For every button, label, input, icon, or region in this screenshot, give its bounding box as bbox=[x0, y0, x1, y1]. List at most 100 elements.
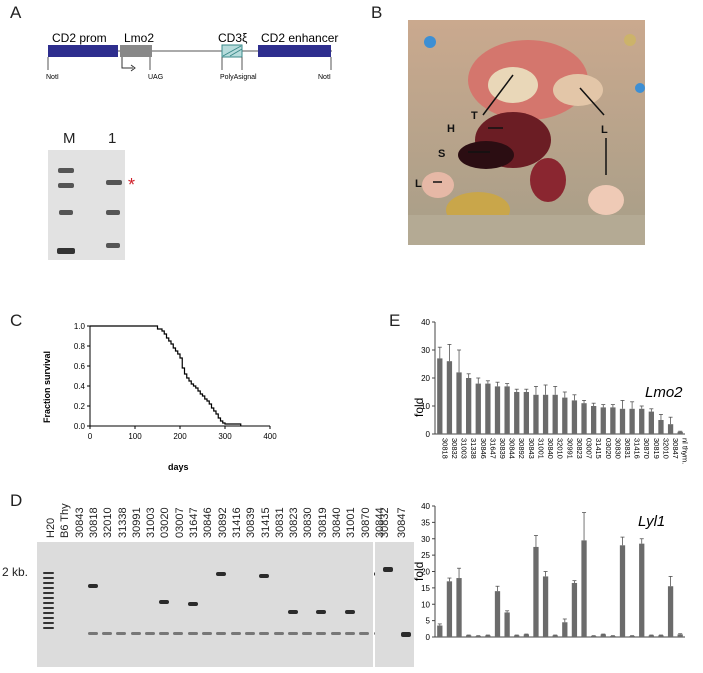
category-label: 30991 bbox=[565, 438, 574, 459]
polya-label: PolyAsignal bbox=[220, 74, 257, 81]
bar bbox=[619, 408, 626, 434]
panel-letter-b: B bbox=[371, 3, 383, 22]
bar bbox=[475, 383, 481, 434]
lyl1-bar-chart: fold Lyl1 0 5 10 15 20 25 30 35 40 bbox=[412, 502, 685, 642]
bar bbox=[571, 582, 578, 637]
y-axis-label: Fraction survival bbox=[42, 351, 52, 423]
ladder-band bbox=[43, 582, 54, 584]
ladder-band bbox=[43, 597, 54, 599]
gel-band bbox=[401, 632, 411, 637]
x-tick-label: 100 bbox=[128, 432, 142, 441]
category-label: 30844 bbox=[508, 438, 517, 459]
gel-lane-label: 30991 bbox=[130, 507, 143, 538]
category-label: 03020 bbox=[604, 438, 613, 459]
bar bbox=[466, 378, 472, 434]
gel-lane-label: 31001 bbox=[345, 507, 358, 538]
bar bbox=[523, 392, 529, 434]
y-tick-label: 30 bbox=[421, 346, 430, 355]
bar bbox=[446, 361, 453, 434]
bar bbox=[533, 394, 539, 434]
gel-lane-label: 30892 bbox=[216, 507, 229, 538]
category-label: 30831 bbox=[623, 438, 632, 459]
gel-lane-label: 30839 bbox=[245, 507, 258, 538]
gel-lane-label: 30831 bbox=[273, 507, 286, 538]
category-label: 30818 bbox=[440, 438, 449, 459]
primer-band bbox=[302, 632, 313, 635]
gel-lane-label: 31416 bbox=[230, 507, 243, 538]
bar bbox=[485, 383, 491, 434]
gel-lane-label: 32010 bbox=[102, 507, 115, 538]
primer-band bbox=[173, 632, 184, 635]
bar bbox=[542, 576, 549, 637]
gel-lane-label: 31415 bbox=[259, 507, 272, 538]
bar bbox=[639, 408, 645, 434]
category-label: 30830 bbox=[613, 438, 622, 459]
gel-lane-label: 31338 bbox=[116, 507, 129, 538]
y-tick-label: 1.0 bbox=[74, 322, 86, 331]
y-tick-label: 0 bbox=[426, 430, 431, 439]
gel-band bbox=[87, 584, 98, 588]
primer-band bbox=[202, 632, 212, 635]
gel-lane-label: H20 bbox=[45, 517, 57, 538]
ladder-band bbox=[43, 577, 54, 579]
category-label: 30840 bbox=[546, 438, 555, 459]
bar bbox=[619, 545, 626, 637]
survival-series-line bbox=[90, 325, 242, 426]
x-tick-label: 300 bbox=[218, 432, 232, 441]
gel-lane-label: 30818 bbox=[87, 507, 100, 538]
pcr-gel-main bbox=[37, 542, 398, 667]
gel-band bbox=[259, 574, 270, 578]
category-label: 30819 bbox=[652, 438, 661, 459]
x-tick-label: 400 bbox=[263, 432, 277, 441]
primer-band bbox=[287, 632, 298, 635]
gel-lane-label: 31003 bbox=[145, 507, 158, 538]
lane-m-label: M bbox=[63, 130, 76, 147]
label-h: H bbox=[447, 123, 455, 135]
pin-icon bbox=[635, 83, 645, 93]
category-label: 31338 bbox=[469, 438, 478, 459]
ladder-band bbox=[43, 592, 54, 594]
y-tick-label: 5 bbox=[426, 617, 431, 626]
cd2-enh-box bbox=[258, 45, 331, 57]
label-l-left: L bbox=[415, 178, 422, 190]
survival-chart: Fraction survival days 0 100 200 300 400 0.0 0… bbox=[42, 322, 277, 472]
bar bbox=[600, 407, 606, 434]
gel-lane-label: 03007 bbox=[173, 507, 186, 538]
bar bbox=[667, 586, 674, 637]
category-label: 30870 bbox=[642, 438, 651, 459]
y-tick-label: 0.2 bbox=[74, 402, 86, 411]
lmo2-title: Lmo2 bbox=[645, 384, 683, 401]
arrowhead-icon bbox=[130, 64, 136, 72]
bar bbox=[514, 635, 520, 637]
y-tick-label: 20 bbox=[421, 568, 430, 577]
ladder-band bbox=[43, 617, 54, 619]
bar bbox=[552, 394, 558, 434]
bar bbox=[504, 386, 510, 434]
y-tick-label: 0 bbox=[426, 633, 431, 642]
cd2-prom-label: CD2 prom bbox=[52, 31, 107, 45]
panel-letter-c: C bbox=[10, 311, 23, 330]
bar bbox=[552, 635, 558, 637]
mouse-dissection-photo: T H S L L bbox=[408, 20, 645, 245]
bar bbox=[600, 634, 606, 637]
primer-band bbox=[345, 632, 355, 635]
bar bbox=[648, 411, 654, 434]
panel-letter-a: A bbox=[10, 3, 22, 22]
gel-lane-label: B6 Thy bbox=[59, 503, 72, 538]
lane-1-label: 1 bbox=[108, 130, 117, 147]
southern-blot bbox=[48, 150, 125, 260]
cd3-label: CD3ξ bbox=[218, 31, 248, 45]
bar bbox=[581, 540, 587, 637]
primer-band bbox=[87, 632, 98, 635]
bar bbox=[658, 420, 664, 434]
gel-band bbox=[383, 567, 393, 572]
y-tick-label: 35 bbox=[421, 518, 430, 527]
bar bbox=[571, 400, 578, 434]
ladder-band bbox=[43, 602, 54, 604]
primer-band bbox=[230, 632, 241, 635]
primer-band bbox=[159, 632, 170, 635]
bar bbox=[533, 546, 539, 637]
pin-icon bbox=[424, 36, 436, 48]
category-label: 30839 bbox=[498, 438, 507, 459]
